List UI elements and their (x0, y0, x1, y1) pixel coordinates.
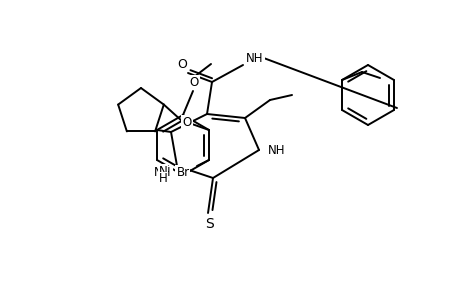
Text: NH: NH (268, 143, 285, 157)
Text: O: O (182, 116, 191, 128)
Text: O: O (189, 76, 198, 88)
Text: Br: Br (176, 166, 189, 178)
Text: O: O (177, 58, 186, 70)
Text: S: S (204, 217, 213, 231)
Text: NH: NH (154, 167, 171, 179)
Text: NH: NH (246, 52, 263, 64)
Text: H: H (158, 172, 167, 185)
Text: N: N (158, 164, 167, 178)
